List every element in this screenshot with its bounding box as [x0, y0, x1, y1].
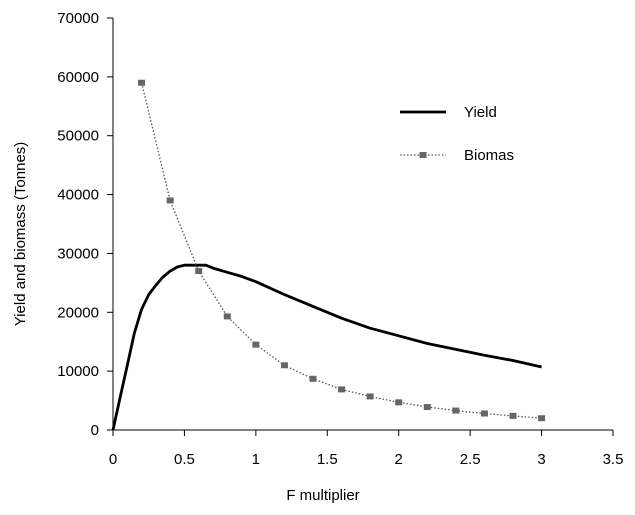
y-tick-label: 50000 — [57, 128, 99, 145]
data-point-biomas — [480, 410, 488, 417]
data-point-biomas — [309, 375, 317, 382]
legend-marker-biomas — [419, 152, 427, 158]
series-line-biomas — [140, 82, 542, 419]
y-tick-label: 60000 — [57, 69, 99, 86]
data-point-biomas — [223, 313, 231, 320]
x-tick-label: 0.5 — [174, 451, 195, 468]
series-layer — [111, 79, 546, 431]
data-point-biomas — [509, 412, 517, 419]
x-tick-label: 2 — [395, 451, 403, 468]
data-point-biomas — [366, 393, 374, 400]
series-line-yield — [111, 263, 542, 431]
data-point-biomas — [395, 399, 403, 406]
y-tick-label: 30000 — [57, 245, 99, 262]
x-tick-label: 1 — [252, 451, 260, 468]
y-axis-title: Yield and biomass (Tonnes) — [12, 142, 29, 327]
data-point-biomas — [166, 197, 174, 204]
y-tick-label: 10000 — [57, 363, 99, 380]
data-point-biomas — [452, 407, 460, 414]
data-point-biomas — [538, 415, 546, 422]
x-tick-label: 3 — [537, 451, 545, 468]
x-axis-title: F multiplier — [286, 487, 359, 504]
legend-label-biomas: Biomas — [464, 147, 514, 164]
data-point-biomas — [252, 341, 260, 348]
legend: Yield Biomas — [400, 104, 514, 164]
y-tick-label: 70000 — [57, 10, 99, 27]
data-point-biomas — [338, 386, 346, 393]
x-tick-label: 3.5 — [603, 451, 624, 468]
data-point-biomas — [423, 404, 431, 411]
axes: 0 10000 20000 30000 40000 50000 60000 70000 0 0.5… — [57, 10, 623, 468]
legend-label-yield: Yield — [464, 104, 497, 121]
x-tick-label: 2.5 — [460, 451, 481, 468]
data-point-biomas — [280, 362, 288, 369]
data-point-biomas — [195, 268, 203, 275]
y-tick-label: 20000 — [57, 304, 99, 321]
data-point-biomas — [138, 79, 146, 86]
y-tick-label: 0 — [91, 422, 99, 439]
x-tick-label: 0 — [109, 451, 117, 468]
y-tick-label: 40000 — [57, 187, 99, 204]
x-tick-label: 1.5 — [317, 451, 338, 468]
